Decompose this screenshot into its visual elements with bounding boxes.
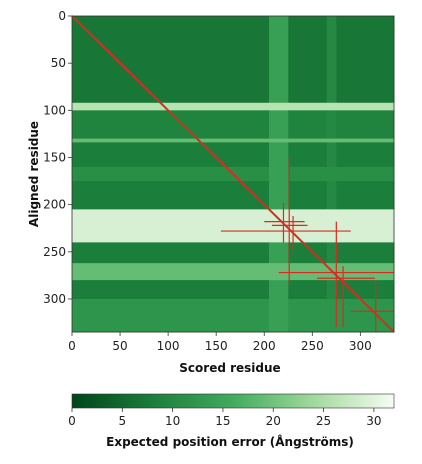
heatmap-cell — [269, 263, 289, 281]
x-tick-label: 200 — [253, 339, 276, 353]
heatmap-cell — [72, 142, 270, 168]
heatmap-cell — [269, 298, 289, 333]
x-tick-label: 50 — [112, 339, 127, 353]
colorbar-tick-label: 0 — [68, 414, 76, 428]
heatmap-cell — [72, 166, 270, 182]
heatmap-cell — [72, 280, 270, 300]
heatmap-cell — [326, 209, 337, 243]
heatmap-cell — [326, 280, 337, 300]
colorbar-tick-label: 30 — [366, 414, 381, 428]
heatmap-cell — [288, 209, 328, 243]
heatmap-cell — [72, 242, 270, 264]
heatmap-cell — [269, 280, 289, 300]
heatmap-cell — [269, 138, 289, 143]
heatmap-cell — [336, 280, 395, 300]
heatmap-cell — [326, 16, 337, 104]
x-tick-label: 100 — [157, 339, 180, 353]
heatmap-cell — [326, 181, 337, 210]
colorbar-tick-label: 25 — [316, 414, 331, 428]
heatmap-cell — [269, 166, 289, 182]
heatmap-cell — [288, 181, 328, 210]
crosshair-markers — [220, 157, 394, 332]
y-tick-label: 100 — [43, 103, 66, 117]
heatmap-cell — [326, 138, 337, 143]
heatmap-cell — [336, 16, 395, 104]
x-tick-label: 0 — [68, 339, 76, 353]
y-tick-label: 150 — [43, 150, 66, 164]
heatmap-cell — [269, 16, 289, 104]
heatmap-cell — [326, 102, 337, 111]
y-tick-label: 300 — [43, 292, 66, 306]
y-axis: 0 50 100 150 200 250 300 — [43, 9, 72, 306]
heatmap-cell — [326, 142, 337, 168]
heatmap-cell — [288, 263, 328, 281]
heatmap-cell — [288, 110, 328, 140]
heatmap-cell — [288, 142, 328, 168]
colorbar-label: Expected position error (Ångströms) — [106, 434, 354, 449]
heatmap-cell — [326, 298, 337, 333]
colorbar-tick-label: 5 — [118, 414, 126, 428]
heatmap-cell — [288, 280, 328, 300]
heatmap-cell — [336, 166, 395, 182]
x-axis: 0 50 100 150 200 250 300 — [68, 332, 372, 353]
y-tick-label: 50 — [51, 56, 66, 70]
y-tick-label: 0 — [58, 9, 66, 23]
heatmap-cell — [72, 16, 270, 104]
heatmap-cell — [288, 242, 328, 264]
heatmap-cell — [336, 263, 395, 281]
heatmap-cell — [288, 16, 328, 104]
x-axis-label: Scored residue — [179, 361, 280, 375]
heatmap-cell — [336, 102, 395, 111]
heatmap-cell — [72, 110, 270, 140]
plot-frame — [71, 15, 395, 333]
x-tick-label: 250 — [301, 339, 324, 353]
heatmap-cell — [269, 181, 289, 210]
colorbar-ticks: 0 5 10 15 20 25 30 — [68, 408, 382, 428]
heatmap-cell — [288, 298, 328, 333]
heatmap-cell — [269, 242, 289, 264]
heatmap-cell — [336, 110, 395, 140]
heatmap-cell — [326, 110, 337, 140]
diagonal — [71, 15, 395, 333]
heatmap-cell — [269, 102, 289, 111]
heatmap-cell — [288, 102, 328, 111]
heatmap-area — [72, 16, 395, 333]
heatmap-cell — [269, 142, 289, 168]
heatmap-cell — [269, 110, 289, 140]
heatmap-cell — [336, 138, 395, 143]
colorbar-tick-label: 20 — [266, 414, 281, 428]
diagonal-line — [71, 15, 395, 333]
x-tick-label: 300 — [349, 339, 372, 353]
heatmap-cell — [336, 181, 395, 210]
heatmap-cell — [288, 166, 328, 182]
colorbar — [71, 393, 395, 409]
heatmap-cell — [72, 263, 270, 281]
heatmap-cell — [72, 298, 270, 333]
heatmap-cell — [72, 138, 270, 143]
y-tick-label: 200 — [43, 198, 66, 212]
x-tick-label: 150 — [205, 339, 228, 353]
y-axis-label: Aligned residue — [27, 121, 41, 227]
heatmap-cell — [336, 242, 395, 264]
heatmap-cell — [336, 209, 395, 243]
colorbar-tick-label: 10 — [165, 414, 180, 428]
heatmap-cell — [326, 166, 337, 182]
colorbar-tick-label: 15 — [215, 414, 230, 428]
heatmap-cell — [336, 142, 395, 168]
heatmap-cell — [288, 138, 328, 143]
heatmap-cell — [72, 209, 270, 243]
heatmap-cell — [72, 102, 270, 111]
heatmap-cell — [72, 181, 270, 210]
y-tick-label: 250 — [43, 245, 66, 259]
heatmap-cell — [326, 242, 337, 264]
